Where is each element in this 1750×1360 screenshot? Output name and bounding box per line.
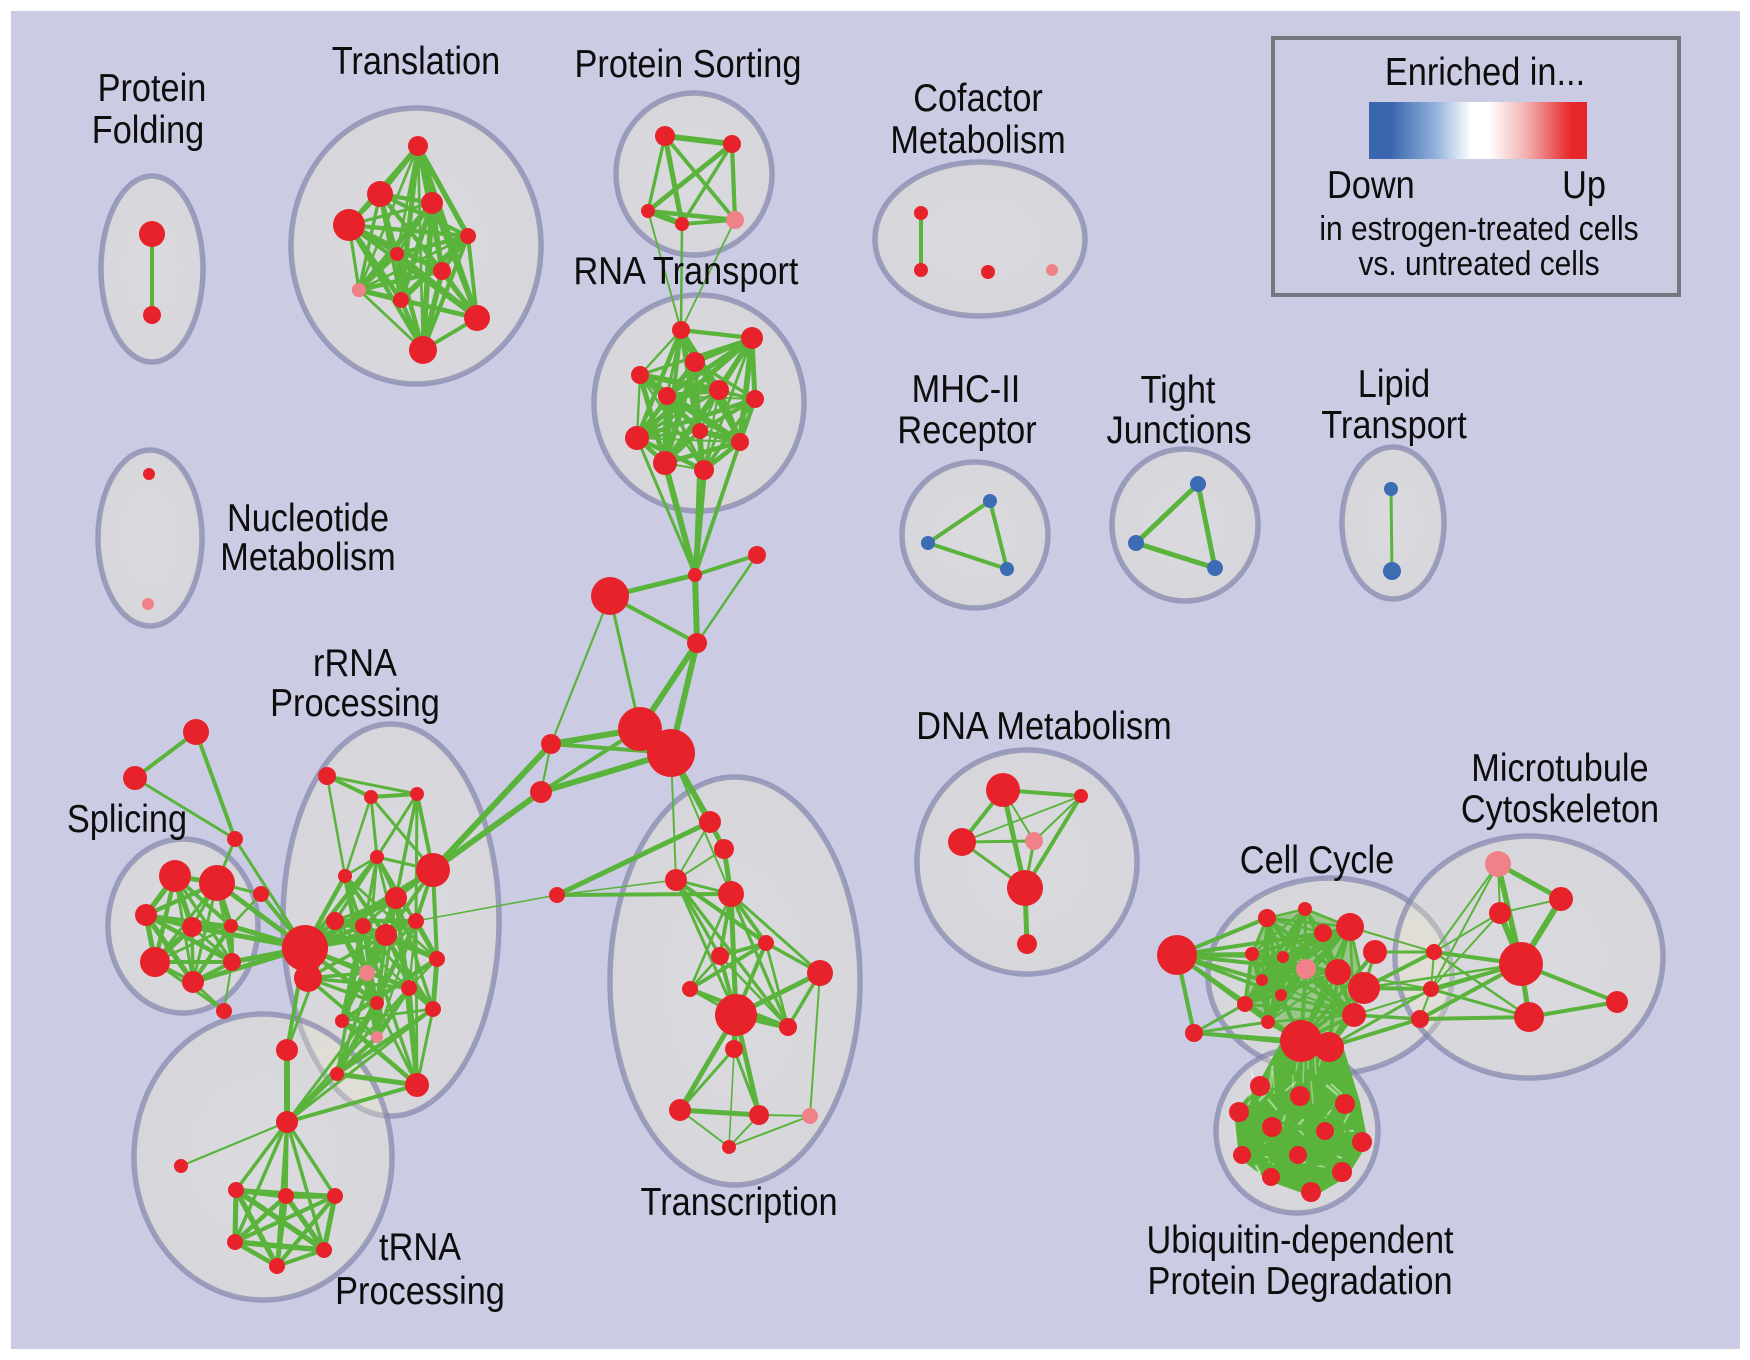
svg-text:DNA Metabolism: DNA Metabolism [916,704,1171,748]
svg-text:Microtubule: Microtubule [1471,746,1648,790]
svg-text:Cytoskeleton: Cytoskeleton [1461,787,1659,831]
svg-text:Transcription: Transcription [641,1180,838,1224]
svg-text:Nucleotide: Nucleotide [227,496,389,540]
svg-text:Protein Degradation: Protein Degradation [1147,1259,1452,1303]
svg-text:Up: Up [1562,163,1606,207]
svg-text:Processing: Processing [335,1269,505,1313]
svg-text:Transport: Transport [1321,403,1467,447]
svg-text:Cofactor: Cofactor [913,76,1043,120]
svg-text:Cell Cycle: Cell Cycle [1240,838,1394,882]
svg-text:tRNA: tRNA [379,1225,461,1269]
svg-text:Splicing: Splicing [67,797,187,841]
svg-text:Metabolism: Metabolism [890,118,1065,162]
svg-text:Enriched in...: Enriched in... [1385,50,1585,94]
svg-text:rRNA: rRNA [313,641,397,685]
svg-text:Folding: Folding [92,108,205,152]
svg-text:Protein: Protein [98,66,207,110]
svg-text:Junctions: Junctions [1107,408,1252,452]
svg-text:vs. untreated cells: vs. untreated cells [1358,244,1599,282]
svg-text:in estrogen-treated cells: in estrogen-treated cells [1319,209,1638,247]
svg-text:Tight: Tight [1140,368,1215,412]
svg-text:Down: Down [1327,163,1415,207]
svg-text:Translation: Translation [332,39,500,83]
svg-text:Lipid: Lipid [1358,362,1430,406]
svg-text:RNA Transport: RNA Transport [573,249,798,293]
svg-text:Ubiquitin-dependent: Ubiquitin-dependent [1146,1218,1453,1262]
svg-text:Metabolism: Metabolism [220,535,395,579]
svg-text:Receptor: Receptor [897,408,1036,452]
svg-text:MHC-II: MHC-II [912,367,1021,411]
svg-text:Protein Sorting: Protein Sorting [575,42,802,86]
svg-text:Processing: Processing [270,681,440,725]
